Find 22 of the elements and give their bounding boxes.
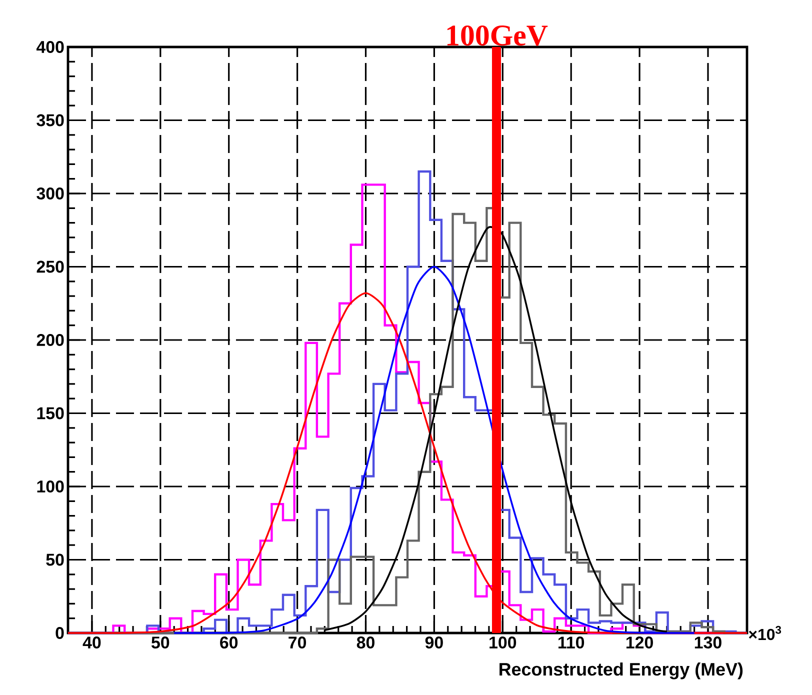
- y-tick-label: 0: [56, 627, 64, 639]
- y-tick-label: 350: [36, 114, 64, 126]
- x-tick-label: 130: [694, 636, 722, 649]
- ref-line-label: 100GeV: [447, 25, 548, 46]
- y-tick-label: 300: [36, 187, 64, 200]
- y-tick-label: 200: [36, 334, 64, 346]
- y-tick-label: 100: [37, 480, 64, 492]
- x-tick-label: 70: [288, 636, 306, 649]
- x-tick-label: 120: [626, 636, 653, 649]
- x-axis-title: Reconstructed Energy (MeV): [500, 662, 743, 680]
- text: ×10$^{3}$: [748, 626, 782, 640]
- y-tick-label: 250: [36, 260, 64, 273]
- x-tick-label: 110: [558, 636, 584, 649]
- x-tick-label: 80: [356, 636, 374, 649]
- x-tick-label: 90: [425, 636, 443, 649]
- y-tick-label: 150: [37, 407, 64, 420]
- y-tick-label: 50: [46, 554, 64, 566]
- x-tick-label: 60: [220, 636, 238, 649]
- x-tick-label: 100: [490, 636, 516, 649]
- x-tick-label: 50: [152, 636, 170, 649]
- y-tick-label: 400: [36, 40, 64, 53]
- x-tick-label: 40: [82, 636, 101, 649]
